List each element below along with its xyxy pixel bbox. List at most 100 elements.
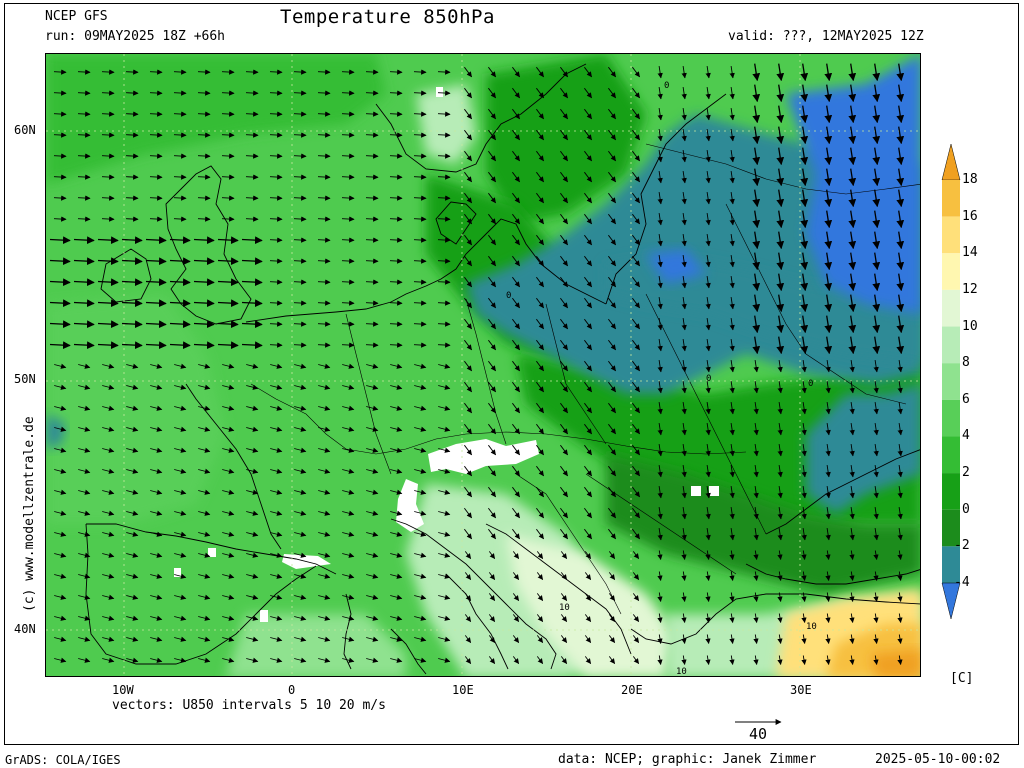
wind-vector	[657, 297, 663, 310]
wind-vector	[873, 402, 879, 415]
wind-vector	[705, 297, 711, 310]
wind-vector	[317, 237, 331, 243]
wind-vector	[53, 195, 67, 201]
wind-vector	[269, 216, 283, 222]
wind-vector	[366, 426, 379, 432]
wind-vector	[246, 363, 259, 369]
wind-vector	[825, 402, 831, 415]
wind-vector	[488, 360, 496, 372]
wind-vector	[49, 278, 71, 287]
wind-vector	[752, 231, 761, 250]
wind-vector	[512, 528, 520, 540]
wind-vector	[560, 234, 568, 246]
wind-vector	[294, 531, 307, 537]
wind-vector	[705, 486, 711, 499]
wind-vector	[753, 592, 759, 603]
wind-vector	[150, 657, 163, 663]
wind-vector	[560, 402, 568, 414]
wind-vector	[438, 426, 451, 432]
wind-vector	[560, 614, 568, 623]
wind-vector	[126, 447, 139, 453]
wind-vector	[896, 168, 905, 187]
wind-vector	[608, 423, 616, 435]
wind-vector	[584, 444, 592, 456]
wind-vector	[512, 192, 520, 204]
wind-vector	[414, 489, 427, 495]
wind-vector	[512, 614, 520, 623]
wind-vector	[366, 636, 379, 642]
wind-vector	[681, 571, 687, 582]
wind-vector	[342, 594, 355, 600]
wind-vector	[560, 108, 568, 120]
wind-vector	[270, 468, 283, 474]
wind-vector	[193, 257, 215, 266]
wind-vector	[437, 132, 451, 138]
wind-vector	[464, 423, 472, 435]
wind-vector	[536, 381, 544, 393]
wind-vector	[608, 486, 616, 498]
wind-vector	[414, 468, 427, 474]
wind-vector	[464, 572, 472, 581]
wind-vector	[800, 63, 809, 82]
wind-vector	[365, 90, 379, 96]
wind-vector	[848, 210, 857, 229]
wind-vector	[657, 444, 663, 457]
wind-vector	[681, 402, 687, 415]
wind-vector	[584, 551, 592, 560]
wind-vector	[825, 423, 831, 436]
wind-vector	[705, 192, 711, 205]
wind-vector	[776, 147, 785, 166]
lon-label-10w: 10W	[112, 683, 134, 697]
wind-vector	[438, 615, 451, 621]
colorbar-segment	[942, 546, 960, 583]
wind-vector	[126, 489, 139, 495]
wind-vector	[270, 510, 283, 516]
wind-vector	[896, 273, 905, 292]
wind-vector	[245, 174, 259, 180]
wind-vector	[536, 444, 544, 456]
wind-vector	[897, 360, 903, 373]
wind-vector	[464, 129, 472, 141]
wind-vector	[776, 189, 785, 208]
wind-vector	[341, 237, 355, 243]
wind-vector	[245, 153, 259, 159]
wind-vector	[150, 447, 163, 453]
wind-vector	[873, 550, 879, 561]
wind-vector	[365, 279, 379, 285]
wind-vector	[849, 507, 855, 520]
wind-vector	[54, 510, 67, 516]
wind-vector	[413, 321, 427, 327]
wind-vector	[560, 297, 568, 309]
wind-vector	[825, 592, 831, 603]
wind-vector	[729, 234, 735, 247]
wind-vector	[705, 613, 711, 624]
contour-label: 0	[706, 374, 711, 384]
wind-vector	[150, 468, 163, 474]
wind-vector	[464, 486, 472, 498]
wind-vector	[753, 571, 759, 582]
wind-vector	[317, 90, 331, 96]
wind-vector	[705, 276, 711, 289]
wind-vector	[536, 572, 544, 581]
wind-vector	[681, 550, 687, 561]
wind-vector	[849, 444, 855, 457]
wind-vector	[849, 550, 855, 561]
wind-vector	[464, 255, 472, 267]
wind-vector	[488, 66, 496, 78]
wind-vector	[681, 423, 687, 436]
wind-vector	[536, 234, 544, 246]
colorbar-tick-label: 8	[962, 355, 970, 370]
wind-vector	[753, 465, 759, 478]
field-blue-spot	[646, 249, 706, 284]
wind-vector	[125, 90, 139, 96]
wind-vector	[777, 634, 783, 645]
wind-vector	[632, 465, 640, 477]
wind-vector	[270, 384, 283, 390]
wind-vector	[872, 105, 881, 124]
wind-vector	[776, 294, 785, 313]
wind-vector	[174, 573, 187, 579]
wind-vector	[752, 252, 761, 271]
wind-vector	[169, 257, 191, 266]
wind-vector	[608, 87, 616, 99]
wind-vector	[241, 299, 263, 308]
